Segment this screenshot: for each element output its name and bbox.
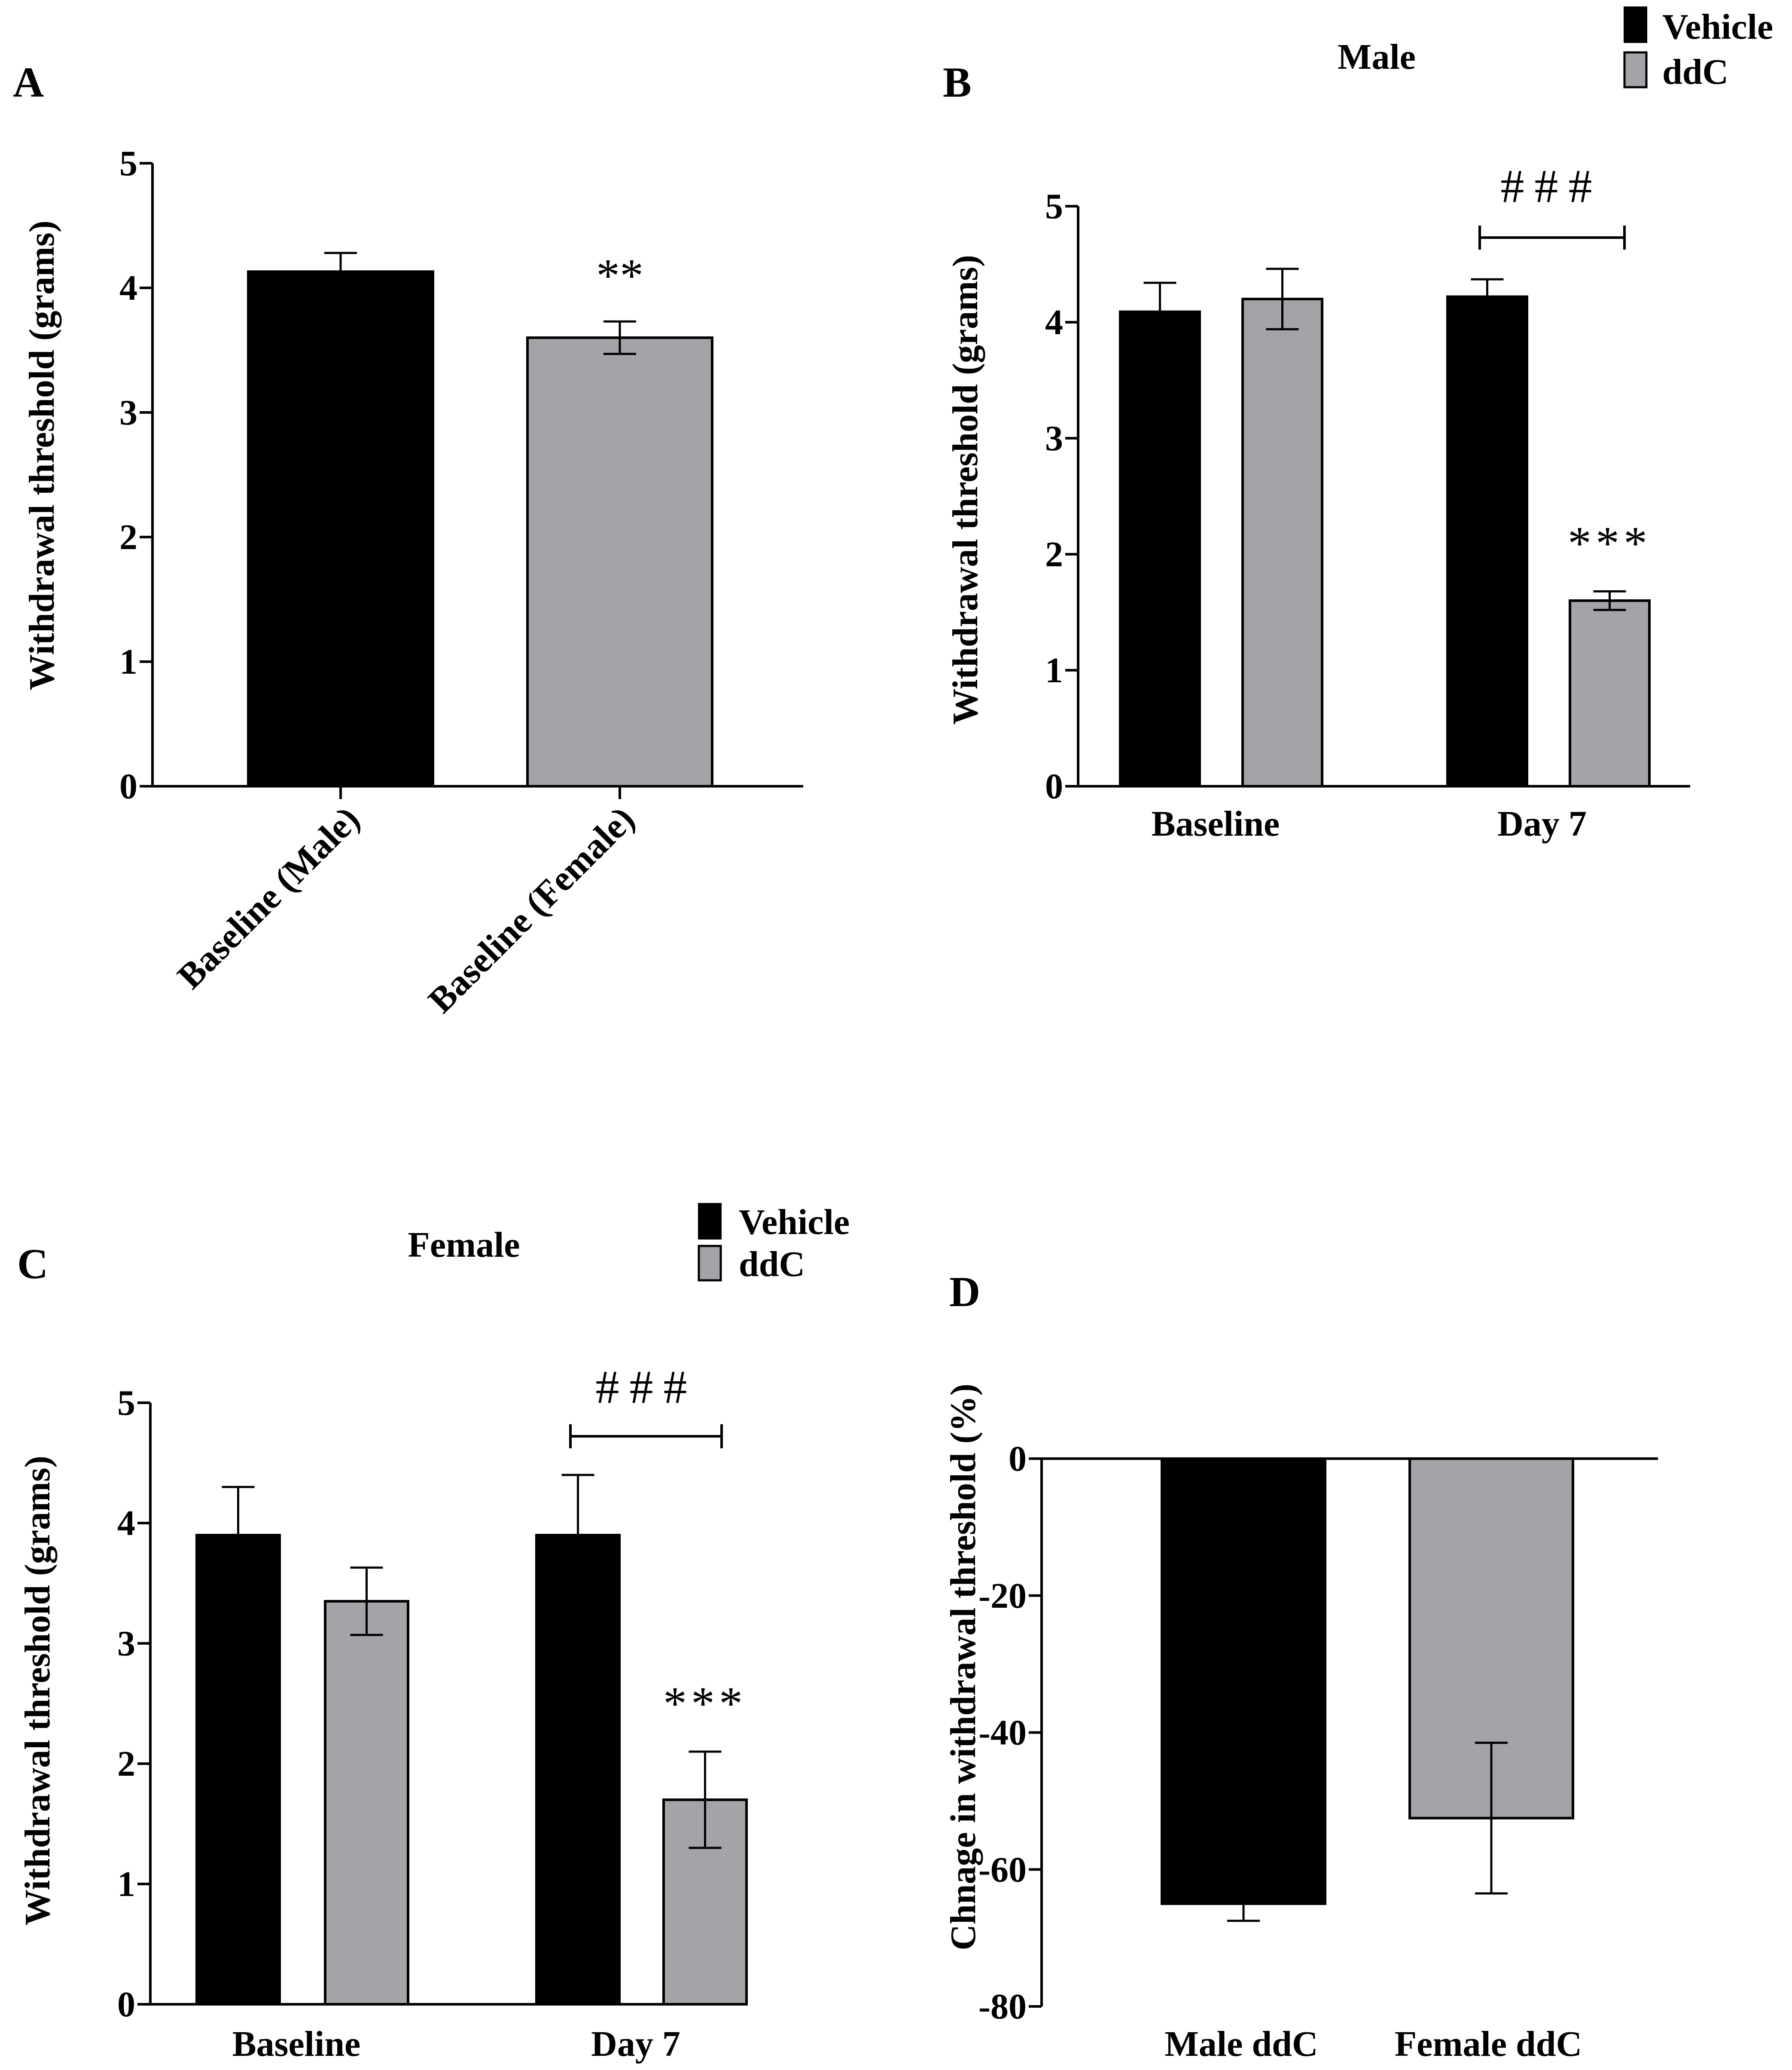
panel-c-legend-label-ddc: ddC [739,1244,805,1284]
panel-b: B Male Vehicle ddC Withdrawal threshold … [943,6,1773,844]
panel-a-category-label-female: Baseline (Female) [421,799,642,1021]
panel-c-y-tick-label: 0 [117,1985,135,2024]
panel-c: C Female Vehicle ddC Withdrawal threshol… [17,1202,850,2064]
panel-c-y-tick-label: 2 [117,1744,135,1784]
panel-d: D Chnage in withdrawal threshold (%) 0 -2… [943,1268,1658,2064]
panel-b-y-tick-label: 1 [1045,650,1063,690]
panel-a-y-tick-label: 1 [119,642,137,682]
panel-b-legend-label-vehicle: Vehicle [1662,7,1773,47]
panel-b-letter: B [943,58,972,106]
panel-b-y-tick-label: 2 [1045,534,1063,574]
panel-c-title: Female [408,1225,520,1265]
panel-c-y-tick-label: 4 [117,1503,135,1543]
panel-c-significance-label: *** [663,1677,747,1730]
panel-c-legend-swatch-ddc [698,1245,722,1282]
panel-c-letter: C [17,1240,48,1288]
panel-b-y-tick-label: 3 [1045,418,1063,458]
panel-d-y-tick-label: -20 [978,1576,1027,1616]
panel-b-baseline-ddc-bar [1241,298,1323,788]
panel-b-category-label-baseline: Baseline [1152,804,1280,844]
panel-c-day7-vehicle-bar [535,1534,621,2006]
panel-b-day7-ddc-bar [1569,599,1651,788]
panel-d-letter: D [949,1268,980,1316]
panel-d-male-ddc-bar [1161,1457,1326,1905]
panel-c-legend-label-vehicle: Vehicle [739,1202,850,1242]
panel-d-y-axis-title: Chnage in withdrawal threshold (%) [943,1383,983,1950]
panel-a-y-tick-label: 2 [119,517,137,557]
panel-c-category-label-day7: Day 7 [591,2024,680,2064]
panel-b-baseline-vehicle-bar [1119,310,1201,788]
panel-d-y-tick-label: -80 [978,1987,1027,2027]
panel-c-y-axis-title: Withdrawal threshold (grams) [18,1456,58,1926]
panel-c-baseline-ddc-bar [324,1600,409,2006]
panel-b-y-tick-label: 0 [1045,766,1063,806]
panel-d-y-tick-label: 0 [1009,1439,1027,1479]
panel-b-y-tick-label: 4 [1045,302,1063,342]
panel-a-y-tick-label: 0 [119,766,137,806]
panel-c-y-tick-label: 1 [117,1864,135,1904]
panel-a: A Withdrawal threshold (grams) 0 1 2 3 4 5 **… [13,58,803,1021]
panel-d-category-label-male-ddc: Male ddC [1165,2024,1318,2064]
panel-d-y-tick-label: -60 [978,1850,1027,1890]
panel-d-category-label-female-ddc: Female ddC [1395,2024,1582,2064]
panel-b-day7-vehicle-bar [1446,295,1528,788]
panel-a-male-bar [247,270,434,788]
panel-a-y-tick-label: 3 [119,393,137,433]
panel-c-baseline-vehicle-bar [195,1534,281,2006]
panel-b-title: Male [1338,37,1416,77]
panel-c-category-label-baseline: Baseline [232,2024,361,2064]
panel-b-category-label-day7: Day 7 [1497,804,1587,844]
panel-a-y-axis-title: Withdrawal threshold (grams) [22,220,62,690]
panel-b-significance-label: *** [1568,517,1652,569]
panel-a-female-bar [526,336,713,788]
panel-b-y-axis-title: Withdrawal threshold (grams) [945,255,985,725]
panel-a-y-tick-label: 4 [119,268,137,308]
panel-d-y-tick-label: -40 [978,1713,1027,1753]
panel-a-significance-label: ** [596,249,643,302]
panel-c-y-tick-label: 5 [117,1383,135,1423]
panel-a-category-label-male: Baseline (Male) [170,799,367,997]
panel-b-legend-label-ddc: ddC [1662,52,1728,92]
panel-a-y-tick-label: 5 [119,143,137,183]
panel-b-legend-swatch-vehicle [1624,6,1647,43]
panel-c-bracket-significance: ### [596,1361,698,1413]
panel-b-legend-swatch-ddc [1623,51,1648,89]
panel-c-y-tick-label: 3 [117,1624,135,1664]
panel-a-letter: A [13,58,44,106]
panel-b-y-tick-label: 5 [1045,186,1063,226]
panel-b-bracket-significance: ### [1501,160,1603,212]
panel-c-legend-swatch-vehicle [698,1203,722,1240]
